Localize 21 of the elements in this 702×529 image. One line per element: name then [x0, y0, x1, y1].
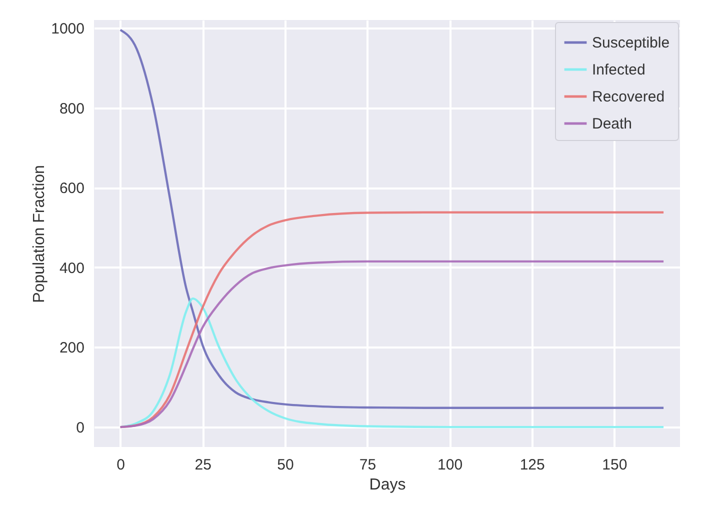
- legend-label: Death: [592, 116, 632, 132]
- x-tick-label: 125: [520, 456, 545, 474]
- legend-label: Susceptible: [592, 34, 670, 52]
- x-tick-label: 0: [116, 456, 126, 474]
- y-tick-label: 0: [76, 420, 84, 437]
- x-tick-label: 25: [194, 456, 212, 474]
- y-tick-label: 600: [59, 180, 84, 198]
- x-tick-label: 50: [277, 456, 294, 474]
- x-tick-label: 150: [602, 456, 628, 474]
- x-tick-label: 100: [438, 456, 463, 474]
- line-series: [119, 297, 665, 428]
- y-tick-label: 400: [59, 260, 84, 277]
- legend-label: Recovered: [592, 88, 665, 106]
- y-tick-label: 200: [59, 340, 84, 357]
- y-tick-label: 800: [59, 100, 84, 118]
- line-series: [119, 260, 665, 428]
- x-axis-title: Days: [369, 476, 406, 494]
- x-tick-label: 75: [359, 456, 376, 474]
- y-tick-label: 1000: [51, 20, 84, 38]
- y-axis-title: Population Fraction: [31, 165, 48, 303]
- legend-label: Infected: [592, 62, 646, 78]
